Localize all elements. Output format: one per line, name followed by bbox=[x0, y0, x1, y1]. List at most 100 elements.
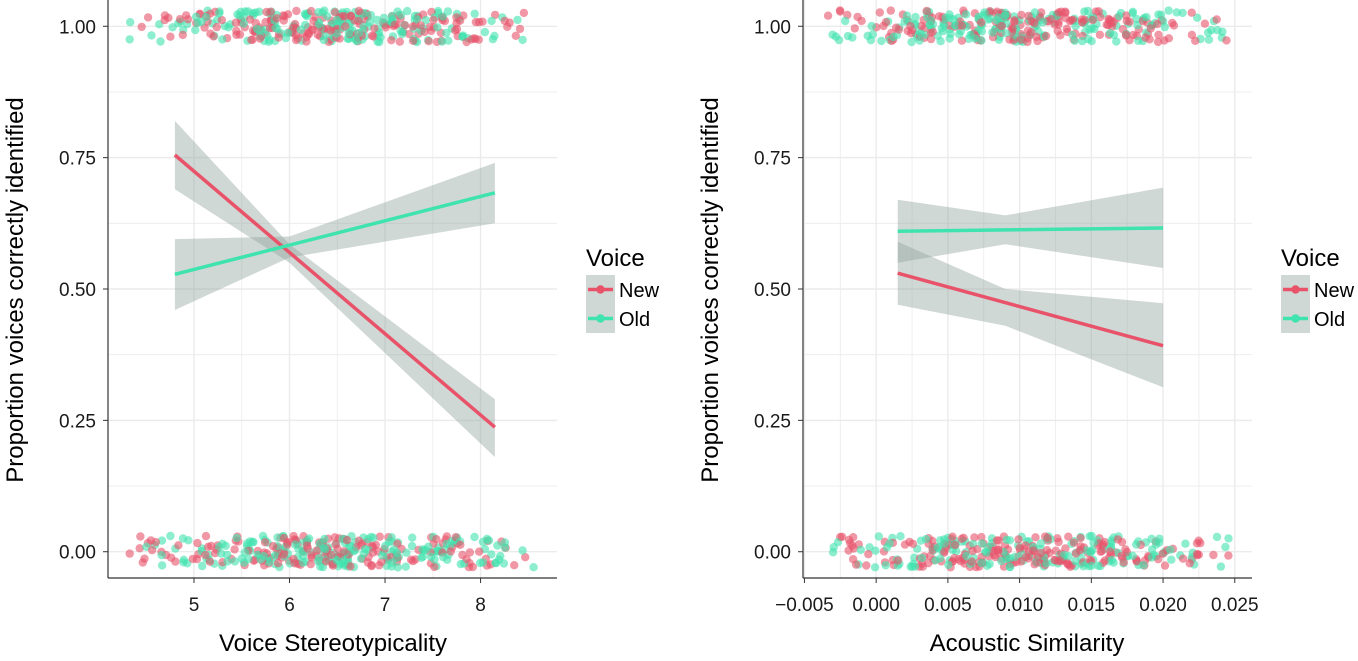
data-point bbox=[478, 537, 488, 546]
data-point bbox=[1010, 16, 1019, 25]
data-point bbox=[336, 559, 345, 569]
data-point bbox=[1212, 532, 1222, 542]
data-points bbox=[125, 6, 538, 572]
data-point bbox=[125, 35, 134, 44]
data-point bbox=[1024, 11, 1033, 21]
data-point bbox=[1032, 32, 1041, 41]
data-point bbox=[125, 549, 134, 558]
data-point bbox=[475, 547, 484, 556]
data-point bbox=[1105, 29, 1115, 38]
data-point bbox=[201, 12, 211, 22]
data-point bbox=[1172, 8, 1181, 17]
data-point bbox=[889, 32, 898, 42]
data-point bbox=[233, 10, 242, 19]
data-point bbox=[279, 550, 288, 559]
data-point bbox=[214, 542, 224, 552]
data-point bbox=[204, 542, 213, 551]
data-point bbox=[1191, 36, 1200, 45]
data-point bbox=[245, 15, 255, 24]
data-point bbox=[261, 17, 270, 27]
data-point bbox=[138, 558, 147, 567]
legend-key-point bbox=[1291, 314, 1300, 323]
data-point bbox=[193, 538, 202, 548]
data-point bbox=[166, 32, 175, 41]
data-point bbox=[1147, 534, 1156, 543]
data-point bbox=[205, 557, 215, 566]
data-point bbox=[408, 22, 417, 31]
data-point bbox=[957, 36, 967, 45]
y-axis-title: Proportion voices correctly identified bbox=[2, 97, 29, 483]
data-point bbox=[1078, 18, 1087, 27]
data-point bbox=[1185, 559, 1194, 568]
data-point bbox=[221, 541, 230, 550]
data-point bbox=[1087, 531, 1096, 541]
data-point bbox=[518, 35, 527, 45]
confidence-band-new bbox=[897, 241, 1164, 388]
data-point bbox=[370, 24, 379, 33]
data-point bbox=[493, 541, 502, 550]
data-point bbox=[157, 561, 167, 570]
data-point bbox=[1029, 18, 1039, 27]
data-point bbox=[925, 20, 934, 30]
data-point bbox=[291, 31, 301, 40]
data-point bbox=[519, 8, 529, 18]
data-point bbox=[977, 532, 986, 542]
data-point bbox=[198, 561, 207, 571]
data-point bbox=[1153, 37, 1163, 47]
data-point bbox=[1015, 543, 1024, 552]
data-point bbox=[1097, 546, 1107, 556]
data-point bbox=[408, 556, 418, 566]
data-point bbox=[432, 535, 441, 544]
legend-key-old bbox=[1281, 304, 1310, 333]
data-point bbox=[1028, 546, 1038, 555]
data-point bbox=[1037, 8, 1046, 17]
data-point bbox=[400, 21, 410, 30]
data-point bbox=[247, 35, 256, 45]
data-point bbox=[306, 560, 315, 569]
data-point bbox=[977, 539, 987, 548]
data-point bbox=[1056, 31, 1065, 40]
data-point bbox=[369, 533, 378, 542]
data-point bbox=[881, 18, 891, 27]
data-point bbox=[1114, 11, 1124, 21]
data-point bbox=[1031, 533, 1040, 542]
data-point bbox=[877, 36, 886, 46]
data-point bbox=[1156, 10, 1166, 19]
data-point bbox=[231, 18, 240, 27]
data-point bbox=[471, 34, 480, 43]
data-point bbox=[1212, 15, 1221, 24]
data-point bbox=[442, 28, 451, 38]
panel-voice-stereotypicality: 0.00 0.25 0.50 0.75 1.00 5 6 7 8 Voice Stereotyp… bbox=[2, 0, 660, 657]
data-point bbox=[232, 533, 241, 543]
data-point bbox=[147, 31, 156, 40]
data-point bbox=[346, 11, 355, 21]
data-point bbox=[1086, 547, 1095, 556]
data-point bbox=[273, 559, 283, 568]
data-point bbox=[377, 557, 386, 567]
data-point bbox=[1030, 560, 1039, 569]
x-tick-label: 0.005 bbox=[924, 595, 972, 616]
data-point bbox=[443, 555, 452, 564]
data-point bbox=[402, 548, 411, 557]
data-point bbox=[1193, 13, 1202, 22]
data-point bbox=[424, 37, 433, 46]
data-point bbox=[188, 554, 197, 564]
data-point bbox=[290, 19, 300, 29]
data-point bbox=[1094, 561, 1103, 570]
data-point bbox=[178, 30, 187, 40]
data-point bbox=[302, 541, 312, 550]
data-point bbox=[1002, 535, 1011, 544]
x-tick-label: 0.015 bbox=[1068, 595, 1116, 616]
data-point bbox=[1207, 26, 1216, 35]
data-point bbox=[843, 31, 853, 41]
data-point bbox=[1041, 31, 1051, 41]
data-point bbox=[354, 6, 364, 16]
data-point bbox=[271, 551, 280, 560]
data-point bbox=[255, 34, 265, 43]
data-point bbox=[968, 546, 977, 556]
data-point bbox=[945, 13, 954, 23]
legend-label-old: Old bbox=[619, 309, 650, 331]
x-tick-label: 0.020 bbox=[1139, 595, 1187, 616]
plot-layer: 0.00 0.25 0.50 0.75 1.00 −0.005 0.000 0.005 0.01… bbox=[754, 0, 1259, 616]
